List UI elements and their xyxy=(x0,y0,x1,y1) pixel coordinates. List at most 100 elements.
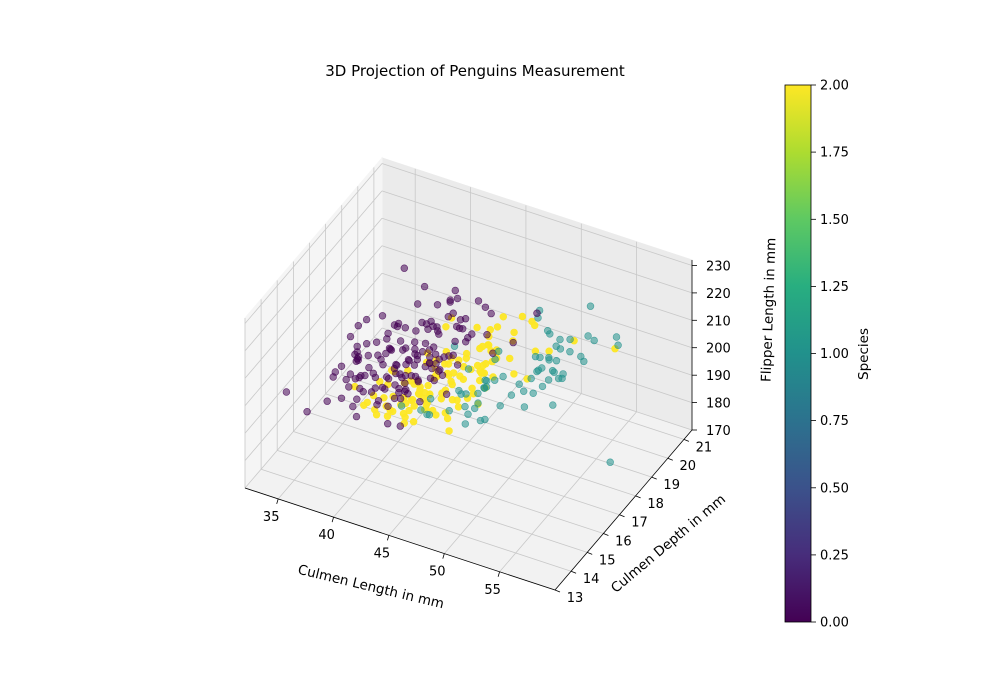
grid-z-back xyxy=(381,245,693,349)
data-point xyxy=(559,370,567,378)
data-point xyxy=(451,337,459,346)
x-tick-mark xyxy=(387,535,390,541)
data-point xyxy=(360,401,368,409)
data-point xyxy=(392,360,400,369)
z-axis-label: Flipper Length in mm xyxy=(758,237,779,382)
z-tick-label: 220 xyxy=(706,287,731,302)
data-point xyxy=(549,401,557,409)
data-point xyxy=(461,420,469,428)
data-point xyxy=(476,344,484,353)
colorbar-tick-label: 0.75 xyxy=(820,414,849,429)
data-point xyxy=(342,375,350,384)
grid-y-floor xyxy=(277,450,588,553)
data-point xyxy=(353,395,361,403)
axis-lines xyxy=(244,260,693,591)
grid-z-back xyxy=(381,190,693,294)
data-point xyxy=(401,324,409,332)
data-point xyxy=(410,361,419,369)
data-point xyxy=(453,294,462,303)
y-tick-label: 13 xyxy=(567,591,584,606)
data-point xyxy=(372,338,381,346)
data-point xyxy=(404,390,412,398)
data-point xyxy=(408,396,417,404)
data-point xyxy=(518,312,527,321)
data-point xyxy=(453,361,462,369)
data-point xyxy=(481,376,489,384)
x-tick-mark xyxy=(497,571,500,577)
data-point xyxy=(384,420,392,428)
data-point xyxy=(590,336,598,345)
y-tick-mark xyxy=(651,476,657,480)
data-point xyxy=(383,373,391,381)
data-point xyxy=(396,370,404,378)
colorbar-label: Species xyxy=(856,328,872,380)
data-point xyxy=(614,341,622,349)
data-point xyxy=(454,403,463,411)
colorbar-tick-label: 1.75 xyxy=(820,146,849,161)
data-point xyxy=(425,411,434,419)
z-tick-label: 190 xyxy=(706,369,731,384)
data-point xyxy=(404,356,413,364)
data-point xyxy=(386,345,395,353)
data-point xyxy=(354,353,363,361)
data-point xyxy=(468,330,476,338)
grid-x-floor xyxy=(443,393,582,554)
z-tick-label: 180 xyxy=(706,397,731,412)
data-point xyxy=(445,407,453,415)
grid-z-side xyxy=(244,272,383,434)
data-point xyxy=(509,338,517,347)
data-point xyxy=(422,400,431,409)
data-point xyxy=(345,383,353,391)
data-point xyxy=(499,313,507,321)
x-tick-label: 55 xyxy=(484,583,501,598)
y-tick-mark xyxy=(619,514,625,518)
data-point xyxy=(411,338,419,346)
data-point xyxy=(418,348,427,356)
data-point xyxy=(566,348,574,356)
y-tick-mark xyxy=(635,495,641,499)
y-tick-label: 16 xyxy=(615,535,632,550)
data-point xyxy=(529,389,537,397)
y-tick-mark xyxy=(554,589,561,593)
data-point xyxy=(507,391,516,399)
data-point xyxy=(430,376,438,385)
data-point xyxy=(510,328,518,337)
data-point xyxy=(481,303,490,311)
data-point xyxy=(485,341,493,349)
data-point xyxy=(433,301,442,309)
data-point xyxy=(520,403,529,411)
data-point xyxy=(417,406,425,414)
grid-z-side xyxy=(244,218,383,379)
z-tick-label: 230 xyxy=(706,260,731,275)
data-point xyxy=(356,384,364,393)
data-point xyxy=(491,376,499,384)
data-point xyxy=(374,351,382,359)
grid-z-back xyxy=(381,163,693,266)
data-point xyxy=(346,370,355,378)
data-point xyxy=(446,296,454,304)
z-tick-label: 170 xyxy=(706,424,731,439)
data-point xyxy=(479,361,487,370)
data-point xyxy=(487,309,495,318)
y-tick-label: 17 xyxy=(631,516,648,531)
x-tick-label: 40 xyxy=(318,528,335,543)
data-point xyxy=(531,352,540,361)
y-tick-mark xyxy=(667,457,673,461)
data-point xyxy=(545,356,553,364)
y-tick-mark xyxy=(603,533,609,536)
data-point xyxy=(379,361,387,369)
data-point xyxy=(337,394,346,402)
data-point xyxy=(479,368,487,377)
data-point xyxy=(544,376,553,384)
data-point xyxy=(491,355,499,364)
data-point xyxy=(462,354,470,362)
data-point xyxy=(566,335,574,344)
data-point xyxy=(414,300,422,308)
grid-y-floor xyxy=(341,374,652,478)
colorbar-gradient xyxy=(784,84,812,623)
x-tick-label: 50 xyxy=(429,565,446,580)
colorbar-tick-label: 1.00 xyxy=(820,347,849,362)
data-point xyxy=(612,333,621,341)
data-point xyxy=(397,402,406,410)
data-point xyxy=(378,312,387,320)
